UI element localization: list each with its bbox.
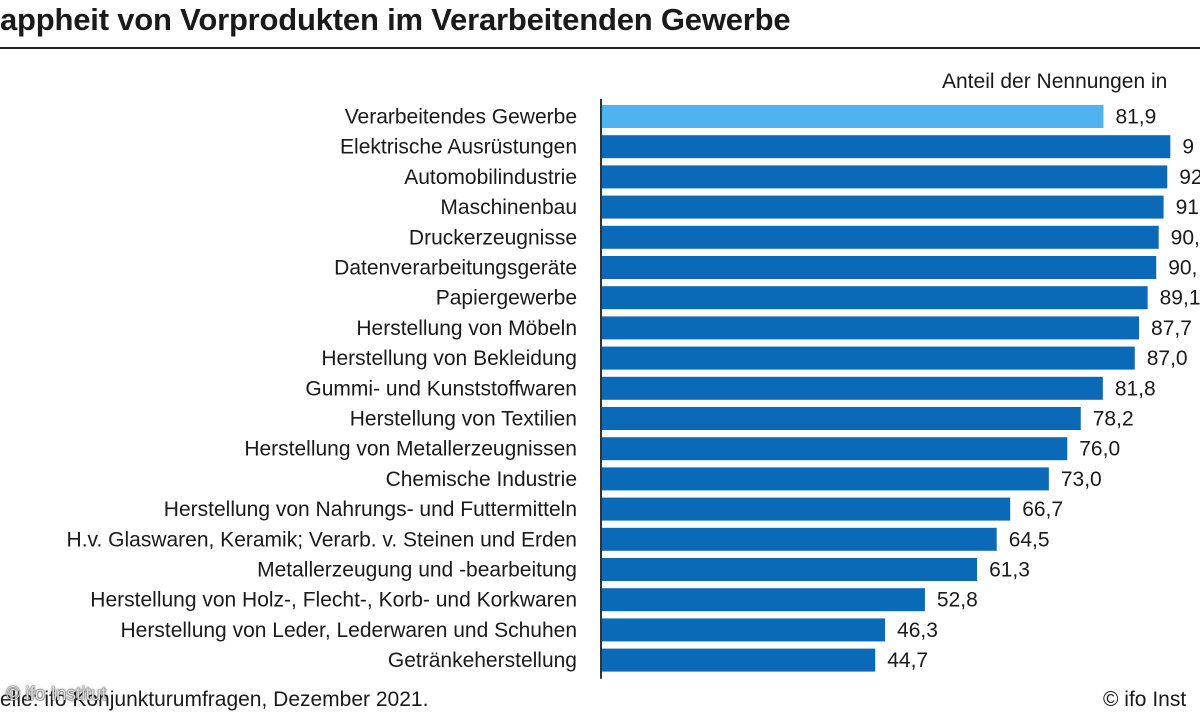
category-label-7: Herstellung von Möbeln	[356, 317, 577, 340]
bar-9	[601, 376, 1103, 400]
category-label-5: Datenverarbeitungsgeräte	[334, 257, 577, 280]
chart-title: appheit von Vorprodukten im Verarbeitend…	[0, 2, 791, 37]
category-label-2: Automobilindustrie	[404, 166, 577, 189]
value-label-8: 87,0	[1147, 347, 1188, 370]
copyright-note: © ifo Inst	[1103, 688, 1187, 711]
category-label-1: Elektrische Ausrüstungen	[340, 136, 577, 159]
bar-8	[601, 346, 1135, 370]
category-label-15: Metallerzeugung und -bearbeitung	[257, 559, 577, 582]
bar-11	[601, 437, 1068, 461]
bar-15	[601, 558, 978, 581]
bar-0	[601, 105, 1104, 128]
watermark: © ifo Institut	[6, 684, 107, 705]
category-label-8: Herstellung von Bekleidung	[321, 347, 577, 370]
category-label-9: Gummi- und Kunststoffwaren	[305, 377, 577, 400]
unit-label: Anteil der Nennungen in	[942, 70, 1168, 93]
value-label-2: 92	[1179, 166, 1200, 189]
bar-10	[601, 407, 1081, 430]
category-label-0: Verarbeitendes Gewerbe	[345, 106, 577, 129]
bar-6	[601, 286, 1148, 310]
value-label-16: 52,8	[937, 589, 978, 612]
bar-16	[601, 588, 925, 612]
bar-2	[601, 165, 1168, 189]
category-label-18: Getränkeherstellung	[388, 649, 577, 672]
category-label-10: Herstellung von Textilien	[350, 408, 577, 431]
bar-12	[601, 467, 1049, 491]
value-label-11: 76,0	[1079, 438, 1120, 461]
value-label-3: 91,	[1176, 196, 1200, 219]
category-label-12: Chemische Industrie	[386, 468, 577, 491]
value-label-9: 81,8	[1115, 377, 1156, 400]
value-label-12: 73,0	[1061, 468, 1102, 491]
category-label-3: Maschinenbau	[440, 196, 577, 219]
value-label-15: 61,3	[989, 559, 1030, 582]
bar-3	[601, 195, 1164, 219]
category-label-13: Herstellung von Nahrungs- und Futtermitt…	[164, 498, 577, 521]
bar-13	[601, 497, 1011, 521]
value-label-4: 90,	[1171, 226, 1200, 249]
bar-18	[601, 648, 876, 672]
value-label-18: 44,7	[887, 649, 928, 672]
value-label-7: 87,7	[1151, 317, 1192, 340]
bar-14	[601, 527, 997, 551]
value-label-17: 46,3	[897, 619, 938, 642]
value-label-1: 9	[1182, 136, 1194, 159]
category-label-14: H.v. Glaswaren, Keramik; Verarb. v. Stei…	[67, 528, 577, 551]
bar-17	[601, 618, 886, 642]
bar-4	[601, 225, 1159, 249]
value-label-5: 90,	[1168, 257, 1197, 280]
category-label-4: Druckerzeugnisse	[409, 226, 577, 249]
bar-5	[601, 256, 1157, 279]
value-label-6: 89,1	[1160, 287, 1200, 310]
value-label-13: 66,7	[1022, 498, 1063, 521]
bar-1	[601, 135, 1171, 159]
category-label-17: Herstellung von Leder, Lederwaren und Sc…	[121, 619, 577, 642]
category-label-16: Herstellung von Holz-, Flecht-, Korb- un…	[90, 589, 577, 612]
source-note: elle: ifo Konjunkturumfragen, Dezember 2…	[0, 688, 429, 711]
value-label-10: 78,2	[1093, 408, 1134, 431]
bar-7	[601, 316, 1140, 340]
category-label-6: Papiergewerbe	[436, 287, 577, 310]
value-label-0: 81,9	[1115, 106, 1156, 129]
title-rule	[0, 47, 1200, 49]
category-label-11: Herstellung von Metallerzeugnissen	[244, 438, 577, 461]
value-label-14: 64,5	[1009, 528, 1050, 551]
